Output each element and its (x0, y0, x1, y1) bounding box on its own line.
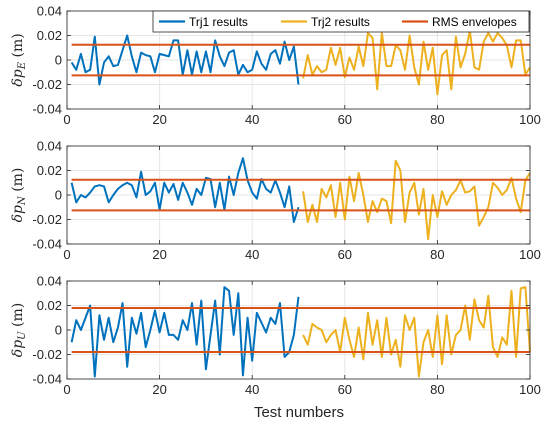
x-tick-label: 20 (152, 382, 166, 397)
trj2-series-line (302, 159, 531, 241)
x-tick-label: 60 (338, 247, 352, 262)
x-tick-label: 0 (63, 382, 70, 397)
x-tick-label: 80 (430, 112, 444, 127)
x-tick-label: 0 (63, 247, 70, 262)
y-tick-label: -0.04 (32, 102, 62, 117)
trj1-series-line (70, 34, 300, 86)
y-axis-label: δpU (m) (10, 303, 28, 357)
y-tick-label: 0.04 (37, 139, 62, 154)
y-axis-label: δpN (m) (10, 168, 28, 223)
legend-label-trj1-results: Trj1 results (189, 15, 248, 29)
y-tick-label: 0.04 (37, 4, 62, 19)
x-tick-label: 80 (430, 247, 444, 262)
x-tick-label: 40 (245, 112, 259, 127)
x-tick-label: 60 (338, 112, 352, 127)
trj2-series-line (302, 286, 531, 378)
x-tick-label: 20 (152, 247, 166, 262)
x-tick-label: 40 (245, 247, 259, 262)
y-tick-label: -0.04 (32, 237, 62, 252)
legend: Trj1 results Trj2 results RMS envelopes (152, 10, 530, 33)
trj1-series-line (70, 286, 300, 378)
y-tick-label: 0.02 (37, 298, 62, 313)
y-tick-label: 0 (55, 323, 62, 338)
panel-u: 0 20 40 60 80 100 0.04 0.02 0 -0.02 -0.04 δpU (m) (10, 274, 541, 398)
y-axis-label: δpE (m) (10, 33, 28, 86)
x-tick-label: 80 (430, 382, 444, 397)
y-tick-label: -0.02 (32, 347, 62, 362)
legend-label-rms-envelopes: RMS envelopes (432, 15, 517, 29)
y-tick-label: 0 (55, 53, 62, 68)
y-tick-label: -0.02 (32, 212, 62, 227)
x-tick-label: 60 (338, 382, 352, 397)
legend-box (152, 10, 530, 33)
x-tick-label: 20 (152, 112, 166, 127)
x-tick-label: 100 (519, 382, 541, 397)
x-tick-label: 0 (63, 112, 70, 127)
x-axis-label: Test numbers (254, 404, 344, 421)
y-tick-label: -0.02 (32, 77, 62, 92)
x-tick-label: 40 (245, 382, 259, 397)
y-tick-label: -0.04 (32, 372, 62, 387)
trj1-series-line (70, 157, 300, 223)
legend-label-trj2-results: Trj2 results (311, 15, 370, 29)
y-tick-label: 0.02 (37, 163, 62, 178)
y-tick-label: 0.02 (37, 28, 62, 43)
x-tick-label: 100 (519, 112, 541, 127)
y-tick-label: 0 (55, 188, 62, 203)
chart-panels: 0 20 40 60 80 100 0.04 0.02 0 -0.02 -0.04 δpE (m) 0 2… (10, 4, 541, 398)
y-tick-label: 0.04 (37, 274, 62, 289)
x-tick-label: 100 (519, 247, 541, 262)
panel-n: 0 20 40 60 80 100 0.04 0.02 0 -0.02 -0.04 δpN (m) (10, 139, 541, 263)
